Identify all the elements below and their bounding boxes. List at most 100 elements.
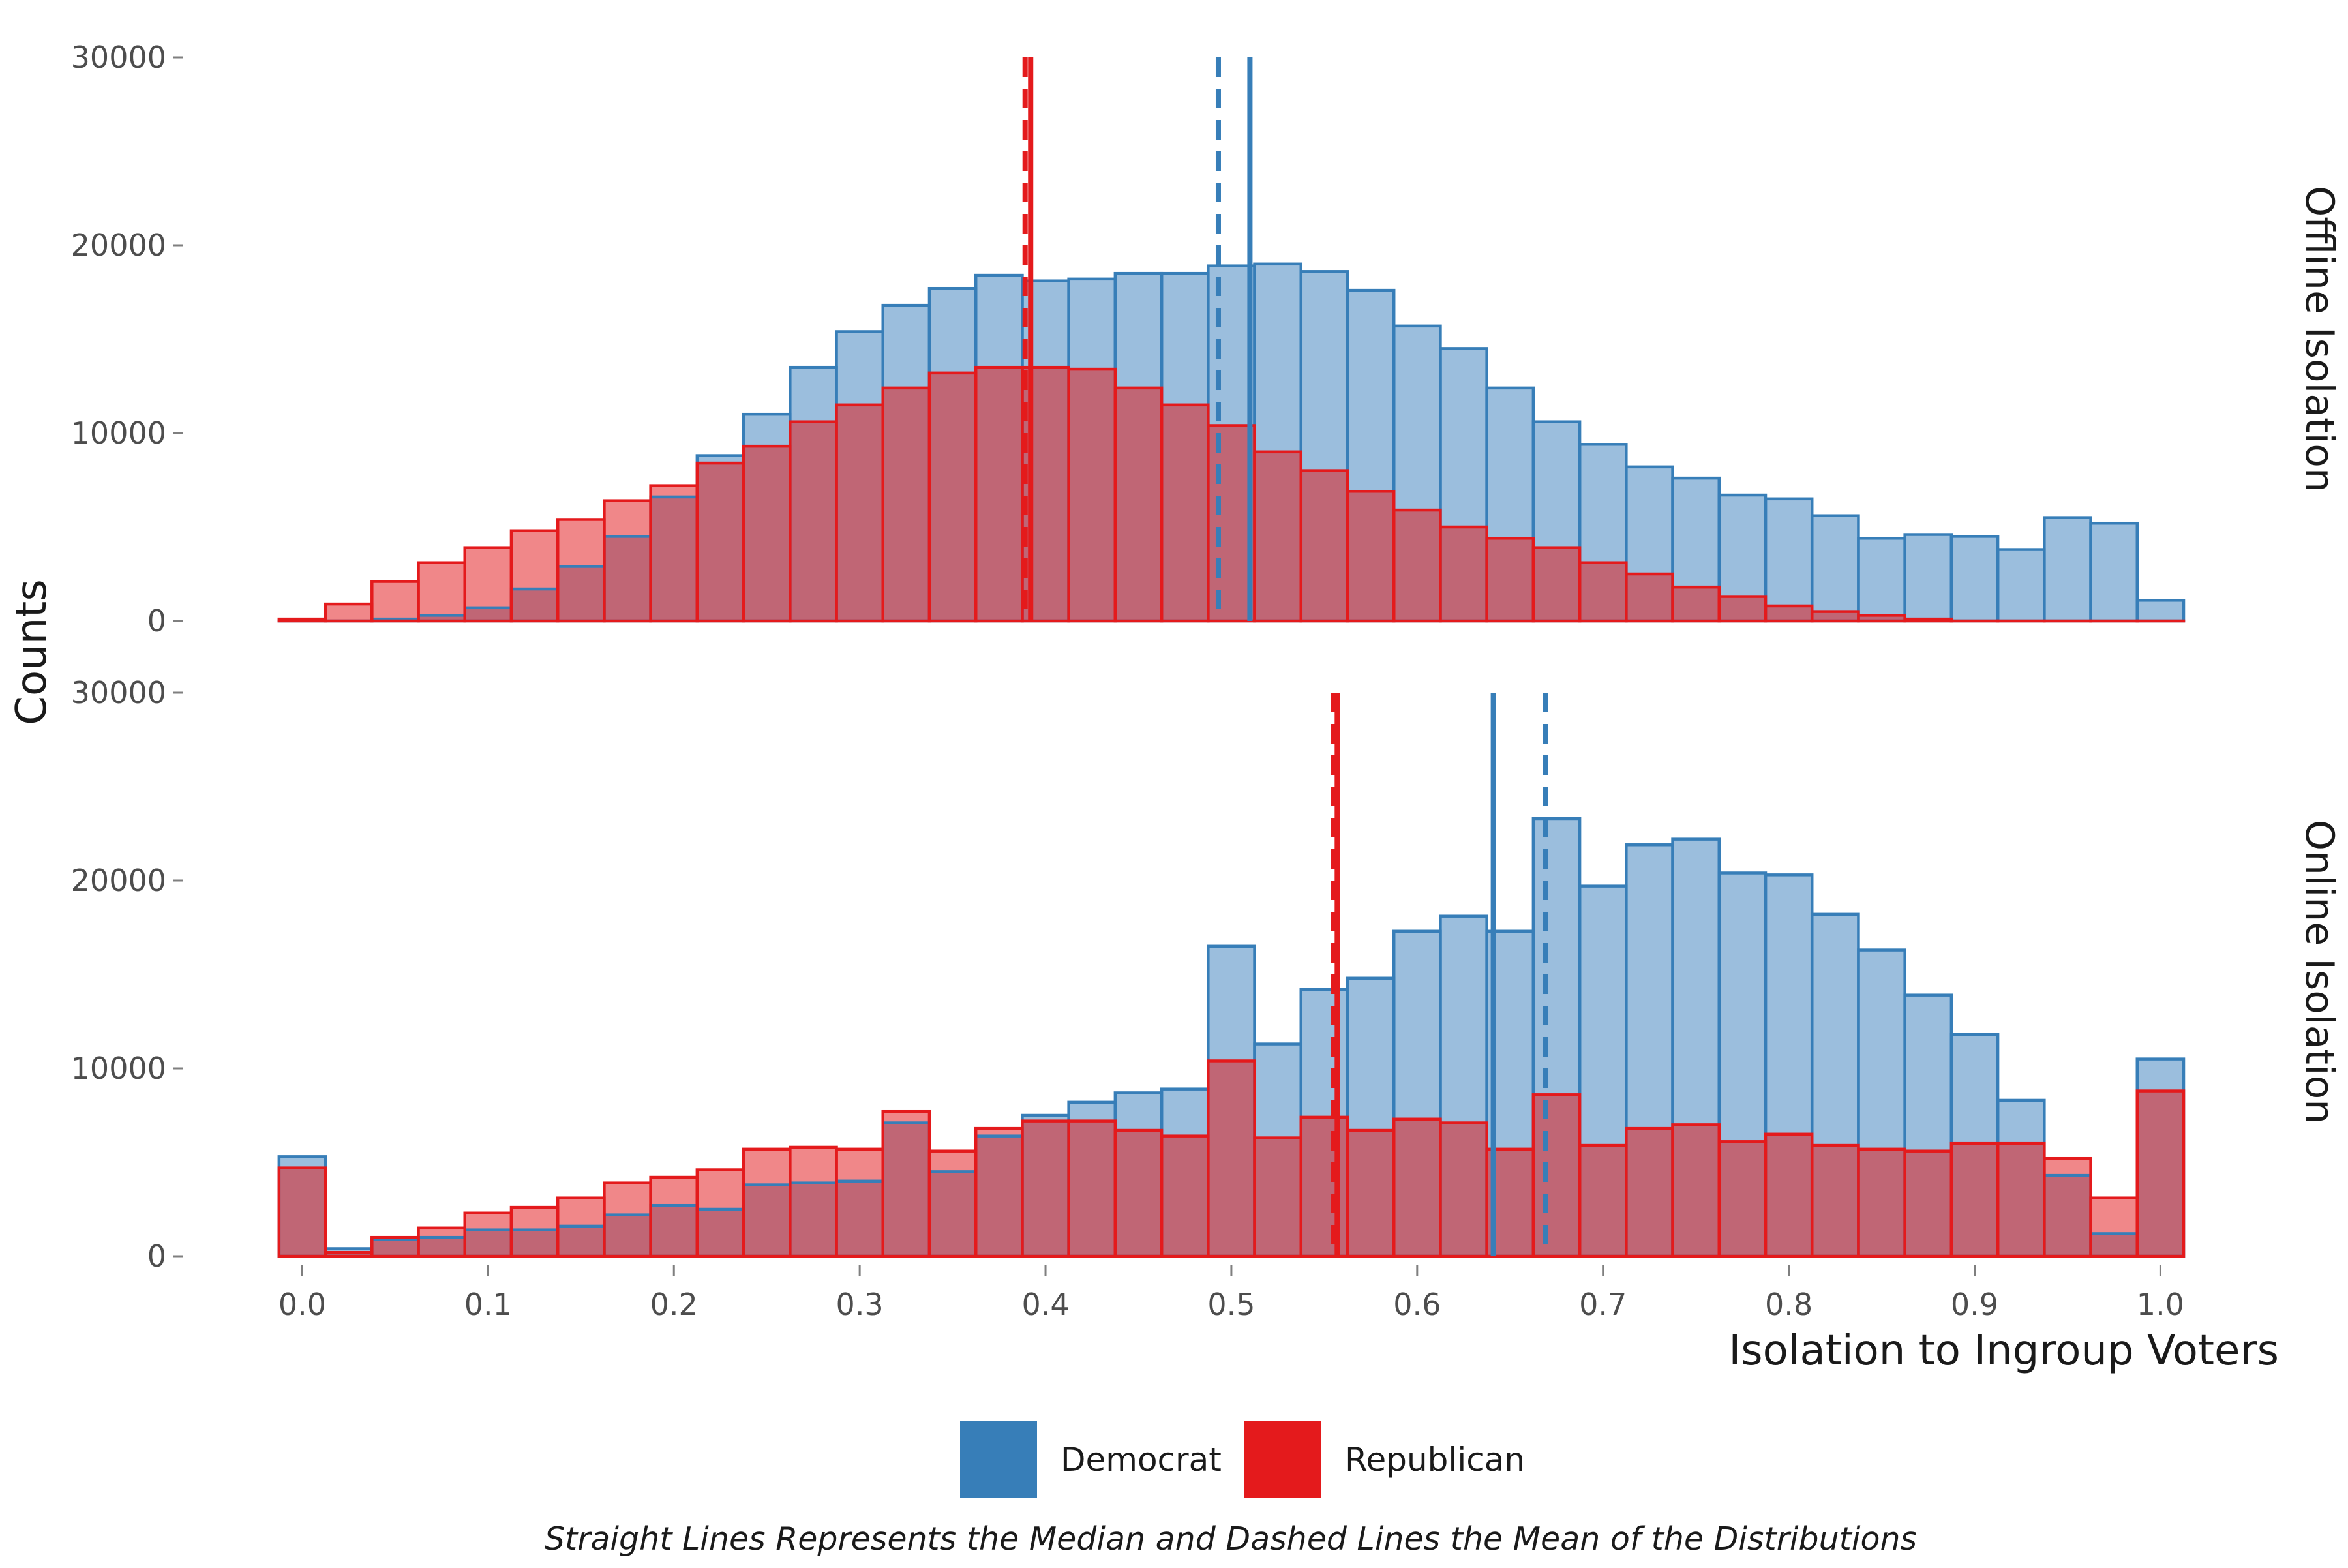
histogram-bar-overlap [1766, 1134, 1812, 1256]
x-tick-label: 0.5 [1207, 1287, 1255, 1322]
x-tick-label: 0.4 [1021, 1287, 1069, 1322]
histogram-bar-democrat [1162, 1089, 1208, 1136]
histogram-bar-democrat [1673, 478, 1719, 587]
y-tick-label: 10000 [71, 415, 166, 451]
histogram-bar-overlap [372, 1239, 418, 1256]
histogram-bar-democrat [1905, 995, 1951, 1151]
histogram-bar-democrat [1394, 931, 1440, 1119]
histogram-bar-democrat [2044, 518, 2090, 621]
histogram-bar-overlap [279, 1168, 325, 1256]
y-tick-label: 0 [147, 1239, 166, 1274]
histogram-bar-overlap [511, 589, 558, 621]
histogram-bar-democrat [1069, 279, 1115, 369]
histogram-bar-democrat [976, 275, 1022, 367]
histogram-bar-republican [465, 548, 511, 608]
x-axis-title: Isolation to Ingroup Voters [1728, 1327, 2279, 1375]
histogram-bar-democrat [1255, 1044, 1301, 1138]
histogram-bar-democrat [790, 367, 836, 422]
histogram-bar-democrat [1905, 535, 1951, 620]
histogram-bar-republican [929, 1151, 976, 1172]
histogram-bar-republican [2044, 1158, 2090, 1175]
histogram-bar-overlap [1301, 1117, 1347, 1256]
histogram-bar-overlap [1766, 606, 1812, 621]
y-tick-label: 30000 [71, 675, 166, 710]
histogram-bar-democrat [1626, 845, 1672, 1128]
histogram-bar-republican [419, 563, 465, 616]
histogram-bar-democrat [1440, 348, 1486, 527]
histogram-bar-overlap [1162, 405, 1208, 621]
histogram-bar-democrat [1115, 1093, 1162, 1130]
histogram-bar-republican [883, 1111, 929, 1123]
histogram-bar-democrat [1394, 326, 1440, 510]
histogram-bar-republican [837, 1149, 883, 1181]
histogram-bar-overlap [651, 497, 697, 621]
histogram-bar-overlap [1580, 1145, 1626, 1256]
histogram-bar-overlap [1394, 1119, 1440, 1256]
histogram-bar-overlap [976, 1136, 1022, 1256]
histogram-bar-democrat [1533, 422, 1580, 548]
histogram-bar-democrat [1673, 839, 1719, 1125]
histogram-bar-democrat [1766, 499, 1812, 606]
histogram-bar-democrat [1115, 273, 1162, 388]
histogram-bar-democrat [1208, 946, 1254, 1061]
histogram-bar-republican [2091, 1198, 2137, 1234]
histogram-bar-democrat [1719, 495, 1766, 597]
x-tick-label: 0.1 [464, 1287, 512, 1322]
histogram-bar-democrat [279, 1156, 325, 1168]
histogram-bar-democrat [1580, 444, 1626, 562]
histogram-bar-overlap [1673, 587, 1719, 621]
histogram-bar-overlap [558, 1226, 604, 1256]
histogram-bar-democrat [1626, 467, 1672, 574]
histogram-bar-democrat [1301, 271, 1347, 470]
histogram-bar-overlap [1626, 574, 1672, 621]
histogram-bar-overlap [1394, 510, 1440, 621]
histogram-bar-overlap [929, 373, 976, 621]
histogram-bar-republican [558, 519, 604, 566]
histogram-bar-overlap [1719, 597, 1766, 621]
histogram-bar-overlap [744, 446, 790, 621]
histogram-bar-overlap [1812, 1145, 1858, 1256]
histogram-bar-overlap [790, 1183, 836, 1256]
histogram-bar-republican [604, 1183, 650, 1215]
histogram-bar-overlap [1022, 1121, 1068, 1256]
histogram-bar-democrat [1812, 516, 1858, 612]
facet-strip-label: Offline Isolation [2296, 186, 2342, 492]
histogram-bar-overlap [1626, 1128, 1672, 1256]
bars [279, 819, 2184, 1256]
histogram-bar-overlap [837, 1181, 883, 1256]
histogram-bar-democrat [1301, 989, 1347, 1117]
histogram-bar-overlap [837, 405, 883, 621]
histogram-bar-democrat [1533, 819, 1580, 1094]
histogram-bar-overlap [1069, 1121, 1115, 1256]
histogram-bar-overlap [1533, 548, 1580, 621]
histogram-bar-overlap [976, 367, 1022, 621]
histogram-bar-democrat [1487, 388, 1533, 538]
histogram-bar-overlap [1347, 491, 1394, 621]
histogram-bar-republican [790, 1147, 836, 1183]
histogram-bar-overlap [883, 388, 929, 621]
histogram-bar-democrat [837, 331, 883, 404]
histogram-bar-overlap [1069, 369, 1115, 621]
histogram-bar-democrat [2137, 600, 2184, 621]
histogram-bar-overlap [604, 536, 650, 621]
histogram-bar-republican [465, 1213, 511, 1230]
histogram-bar-overlap [1719, 1141, 1766, 1256]
chart-caption: Straight Lines Represents the Median and… [545, 1520, 1917, 1558]
histogram-bar-overlap [511, 1230, 558, 1256]
histogram-bar-democrat [1766, 875, 1812, 1134]
histogram-bar-overlap [1440, 1123, 1486, 1256]
histogram-bar-overlap [1487, 538, 1533, 621]
histogram-bar-overlap [883, 1123, 929, 1256]
histogram-bar-democrat [2091, 523, 2137, 621]
histogram-bar-overlap [1115, 388, 1162, 621]
y-axis-title: Counts [8, 579, 56, 725]
histogram-bar-overlap [2044, 1175, 2090, 1256]
legend-label-republican: Republican [1345, 1441, 1525, 1479]
y-tick-label: 0 [147, 603, 166, 639]
x-tick-label: 1.0 [2137, 1287, 2184, 1322]
histogram-bar-republican [511, 531, 558, 589]
